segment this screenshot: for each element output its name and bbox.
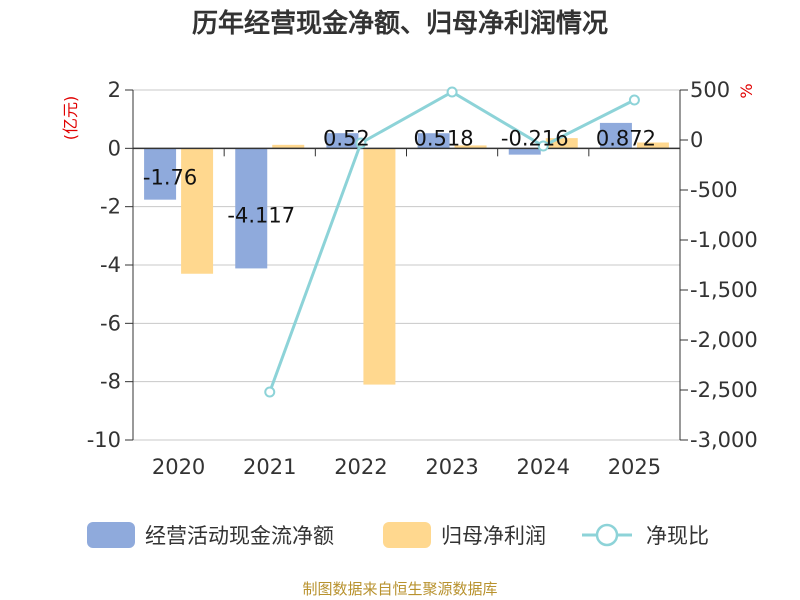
- ratio-point-2025: [628, 94, 640, 106]
- y-right-tick-label: -1,500: [690, 278, 758, 302]
- legend-swatch-1: [383, 522, 431, 548]
- data-label-cashflow-2022: 0.52: [323, 126, 370, 150]
- legend-label-0: 经营活动现金流净额: [145, 524, 334, 548]
- y-left-tick-label: -6: [100, 311, 121, 335]
- bars: [144, 122, 669, 385]
- x-tick-label: 2024: [517, 455, 570, 479]
- bar-cashflow-2024: [508, 148, 541, 155]
- source-note: 制图数据来自恒生聚源数据库: [302, 580, 497, 598]
- y-left-tick-label: -8: [100, 370, 121, 394]
- y-right-tick-label: -1,000: [690, 228, 758, 252]
- data-label-cashflow-2025: 0.872: [596, 126, 656, 150]
- legend-label-2: 净现比: [646, 524, 709, 548]
- ratio-point-2023: [446, 86, 458, 98]
- chart-title: 历年经营现金净额、归母净利润情况: [192, 8, 608, 39]
- ratio-point-2021: [264, 386, 276, 398]
- axes: [125, 89, 688, 441]
- y-right-tick-label: 500: [690, 78, 730, 102]
- y-left-tick-label: -2: [100, 195, 121, 219]
- y-right-tick-label: -500: [690, 178, 738, 202]
- x-tick-label: 2023: [425, 455, 478, 479]
- y-left-tick-label: -10: [87, 428, 121, 452]
- y-left-tick-label: 0: [108, 136, 121, 160]
- ratio-line: [264, 86, 640, 398]
- bar-cashflow-2021: [235, 148, 268, 269]
- x-tick-label: 2022: [334, 455, 387, 479]
- data-label-cashflow-2020: -1.76: [143, 166, 197, 190]
- bar-profit-2021: [272, 144, 305, 149]
- y-left-tick-label: 2: [108, 78, 121, 102]
- y-right-tick-label: -2,000: [690, 328, 758, 352]
- bar-profit-2024: [545, 138, 578, 149]
- legend: 经营活动现金流净额 归母净利润 净现比: [87, 522, 709, 548]
- data-label-cashflow-2024: -0.216: [501, 126, 569, 150]
- x-tick-label: 2025: [608, 455, 661, 479]
- ratio-point-2024: [537, 140, 549, 152]
- bar-profit-2023: [454, 145, 487, 149]
- y-right-tick-label: -2,500: [690, 378, 758, 402]
- bar-profit-2025: [636, 142, 669, 149]
- data-labels: -1.76 -4.117 0.52 0.518 -0.216 0.872: [143, 126, 656, 227]
- legend-swatch-marker: [595, 523, 619, 547]
- y-right-axis-label: %: [737, 83, 756, 98]
- y-right-tick-label: -3,000: [690, 428, 758, 452]
- ratio-point-2022: [355, 137, 367, 149]
- legend-label-1: 归母净利润: [441, 524, 546, 548]
- x-tick-label: 2020: [152, 455, 205, 479]
- bar-cashflow-2020: [144, 148, 177, 200]
- y-left-tick-label: -4: [100, 253, 121, 277]
- data-label-cashflow-2023: 0.518: [414, 126, 474, 150]
- bar-profit-2020: [181, 148, 214, 274]
- data-label-cashflow-2021: -4.117: [227, 203, 295, 227]
- legend-swatch-0: [87, 522, 135, 548]
- y-right-tick-label: 0: [690, 128, 703, 152]
- bar-cashflow-2022: [326, 133, 359, 149]
- tick-labels: 2 0 -2 -4 -6 -8 -10 500 0 -500 -1,000 -1,500 -2,000 -…: [87, 78, 758, 479]
- y-left-axis-label: (亿元): [61, 96, 80, 141]
- x-tick-label: 2021: [243, 455, 296, 479]
- bar-profit-2022: [363, 148, 396, 385]
- bar-cashflow-2023: [417, 133, 450, 149]
- bar-cashflow-2025: [599, 122, 632, 149]
